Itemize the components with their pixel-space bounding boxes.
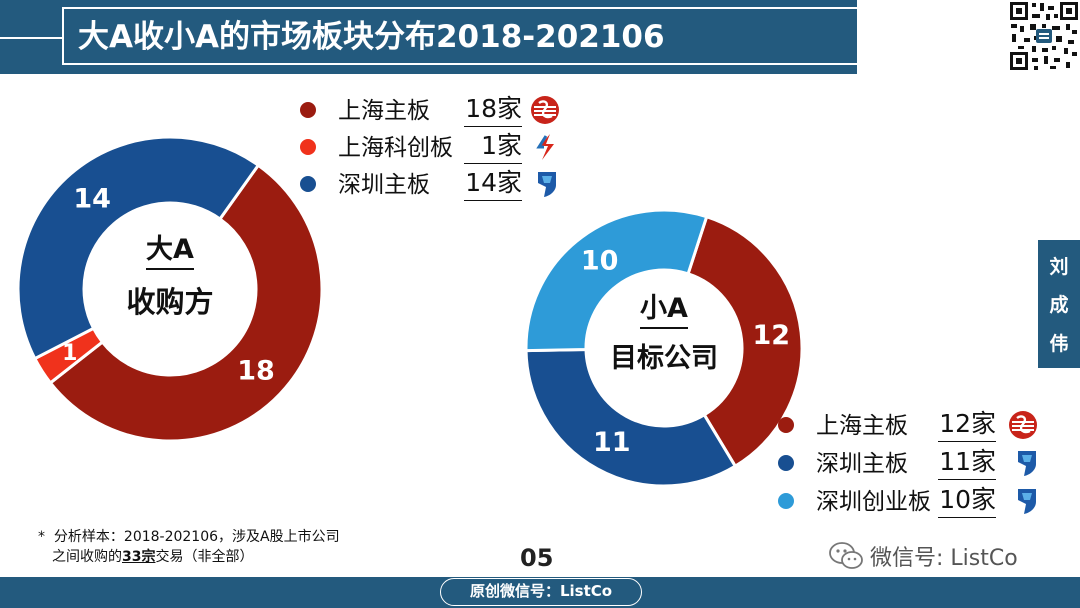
legend-dot: [778, 493, 794, 509]
acquirer-slice-value-label: 1: [62, 341, 77, 366]
footnote-line-2: 之间收购的33宗交易（非全部）: [38, 547, 340, 567]
legend-dot: [300, 176, 316, 192]
legend-label: 上海科创板: [338, 135, 453, 161]
target-slice-value-label: 10: [581, 246, 619, 277]
target-slice-2: [524, 208, 709, 353]
star-market-logo-icon: [536, 134, 554, 160]
footnote-text-2a: 之间收购的: [52, 549, 122, 565]
legend-label: 深圳主板: [816, 451, 908, 477]
acquirer-center-label-bottom: 收购方: [126, 285, 214, 319]
szse-logo-icon: [538, 172, 556, 197]
acquirer-slice-value-label: 18: [237, 356, 275, 387]
target-center-label-bottom: 目标公司: [610, 343, 718, 374]
author-char: 伟: [1049, 333, 1069, 356]
sse-logo-icon: [1009, 411, 1037, 439]
legend-dot: [778, 455, 794, 471]
author-char: 刘: [1049, 255, 1069, 278]
legend-count: 18家: [464, 92, 522, 127]
legend-label: 深圳主板: [338, 172, 430, 198]
legend-count: 10家: [938, 483, 996, 518]
qr-code-icon: [1008, 0, 1080, 72]
szse-logo-icon: [1018, 489, 1036, 514]
legend-dot: [300, 102, 316, 118]
sse-logo-icon: [531, 96, 559, 124]
author-char: 成: [1049, 294, 1069, 317]
footer-bar: [0, 577, 1080, 608]
legend-dot: [778, 417, 794, 433]
legend-dot: [300, 139, 316, 155]
footnote-line-1: * 分析样本：2018-202106，涉及A股上市公司: [38, 527, 340, 547]
footnote-text-2b: 交易（非全部）: [155, 549, 254, 565]
footnote-deal-count: 33宗: [122, 549, 156, 565]
wechat-watermark-text: 微信号: ListCo: [870, 546, 1018, 571]
target-donut-chart: 12 11 10: [524, 208, 804, 488]
legend-count: 1家: [464, 129, 522, 164]
target-slice-1: [524, 347, 738, 488]
footnote-text-1: 分析样本：2018-202106，涉及A股上市公司: [53, 529, 340, 545]
acquirer-donut-chart: 18 1 14: [16, 135, 324, 443]
target-slice-value-label: 11: [593, 427, 631, 458]
szse-logo-icon: [1018, 451, 1036, 476]
legend-label: 上海主板: [816, 413, 908, 439]
wechat-watermark: 微信号: ListCo: [828, 540, 1018, 572]
page-number: 05: [520, 544, 554, 572]
legend-count: 14家: [464, 166, 522, 201]
target-slice-value-label: 12: [753, 320, 791, 351]
acquirer-slice-value-label: 14: [73, 184, 111, 215]
footer-wechat-id: 原创微信号：ListCo: [440, 578, 642, 606]
acquirer-center-label: 大A 收购方: [100, 232, 240, 324]
target-center-label-top: 小A: [640, 291, 688, 329]
legend-count: 12家: [938, 407, 996, 442]
acquirer-center-label-top: 大A: [146, 232, 194, 270]
legend-label: 上海主板: [338, 98, 430, 124]
footnote: * 分析样本：2018-202106，涉及A股上市公司 之间收购的33宗交易（非…: [38, 527, 340, 567]
legend-label: 深圳创业板: [816, 489, 931, 515]
target-center-label: 小A 目标公司: [584, 291, 744, 379]
author-side-tab: 刘 成 伟: [1038, 240, 1080, 368]
acquirer-slice-0: [48, 163, 324, 443]
acquirer-slice-2: [16, 135, 261, 361]
page-title: 大A收小A的市场板块分布2018-202106: [78, 19, 665, 55]
legend-count: 11家: [938, 445, 996, 480]
target-slice-0: [686, 214, 804, 469]
wechat-icon: [829, 542, 863, 569]
footnote-star: *: [38, 529, 45, 545]
header-title-box: [62, 7, 857, 65]
